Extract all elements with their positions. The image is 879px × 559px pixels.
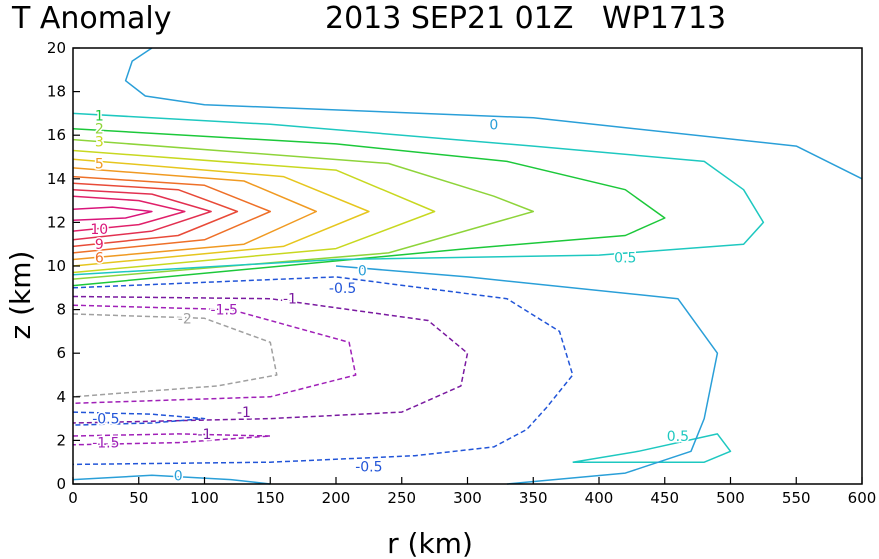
contour-line (572, 433, 732, 463)
x-tick-label: 250 (387, 489, 416, 507)
contour-label: -0.5 (355, 460, 382, 476)
contour-line (72, 295, 469, 424)
y-tick-label: 8 (56, 301, 66, 319)
contour-line (72, 276, 574, 466)
y-tick-label: 20 (47, 39, 66, 57)
contour-label: 0 (174, 468, 183, 484)
contour-label: -1 (198, 427, 212, 443)
contour-label: 5 (95, 157, 104, 173)
contour-line (335, 265, 719, 485)
contour-line (72, 167, 318, 261)
y-tick-label: 6 (56, 344, 66, 362)
contour-line (72, 175, 272, 254)
contour-line (72, 206, 153, 221)
x-tick-label: 50 (129, 489, 148, 507)
contour-label: 0.5 (614, 250, 636, 266)
y-axis-label: z (km) (4, 251, 37, 340)
contour-line (72, 474, 271, 485)
x-tick-label: 0 (68, 489, 78, 507)
contour-line (72, 182, 239, 248)
y-tick-label: 2 (56, 431, 66, 449)
contour-label: -0.5 (329, 281, 356, 297)
contour-label: 2 (95, 122, 104, 138)
plot-frame (72, 47, 863, 485)
contour-line (72, 158, 370, 267)
contour-line (72, 188, 212, 241)
contour-label: 10 (90, 222, 108, 238)
contour-lines (72, 47, 863, 485)
contour-label: 1 (95, 109, 104, 125)
contour-label: -1.5 (211, 303, 238, 319)
x-tick-label: 550 (782, 489, 811, 507)
chart-title-right: 2013 SEP21 01Z WP1713 (325, 1, 726, 36)
y-tick-label: 12 (47, 213, 66, 231)
y-ticks: 0 2 4 6 8 10 12 14 16 18 20 (47, 39, 80, 493)
x-tick-label: 300 (453, 489, 482, 507)
x-tick-label: 150 (256, 489, 285, 507)
contour-line (72, 149, 436, 274)
contour-label: -1 (237, 405, 251, 421)
contour-label: 0.5 (667, 429, 689, 445)
contour-line (72, 433, 272, 446)
contour-label: 6 (95, 250, 104, 266)
x-tick-label: 600 (848, 489, 877, 507)
y-tick-label: 14 (47, 170, 66, 188)
contour-label: -0.5 (92, 412, 119, 428)
x-axis-label: r (km) (387, 527, 473, 559)
contour-label: -1 (283, 292, 297, 308)
contour-line (72, 138, 535, 280)
contour-line (72, 411, 206, 426)
contour-line (72, 304, 357, 405)
contour-label: -1.5 (92, 436, 119, 452)
x-tick-label: 200 (322, 489, 351, 507)
contour-label: -2 (178, 311, 192, 327)
contour-line (72, 195, 186, 232)
x-tick-label: 100 (190, 489, 219, 507)
y-tick-label: 4 (56, 388, 66, 406)
contour-label: 9 (95, 237, 104, 253)
contour-label: 3 (95, 135, 104, 151)
y-tick-label: 16 (47, 126, 66, 144)
y-tick-label: 0 (56, 475, 66, 493)
contour-labels: 0 0 0 0.5 0.5 -0.5 -0.5 -0.5 -1 -1 -1 -1.5 -1.5 -2 123… (89, 107, 691, 486)
contour-line (72, 127, 666, 287)
x-ticks: 0 50 100 150 200 250 300 350 400 450 500 550 600 (68, 477, 876, 507)
x-tick-label: 350 (519, 489, 548, 507)
x-tick-label: 500 (716, 489, 745, 507)
contour-label: 0 (358, 263, 367, 279)
chart-title-left: T Anomaly (11, 1, 171, 36)
y-tick-label: 18 (47, 83, 66, 101)
contour-label: 0 (489, 117, 498, 133)
contour-line (72, 313, 278, 398)
contour-line (124, 47, 863, 180)
x-tick-label: 400 (585, 489, 614, 507)
y-tick-label: 10 (47, 257, 66, 275)
contour-line (72, 112, 765, 276)
x-tick-label: 450 (650, 489, 679, 507)
